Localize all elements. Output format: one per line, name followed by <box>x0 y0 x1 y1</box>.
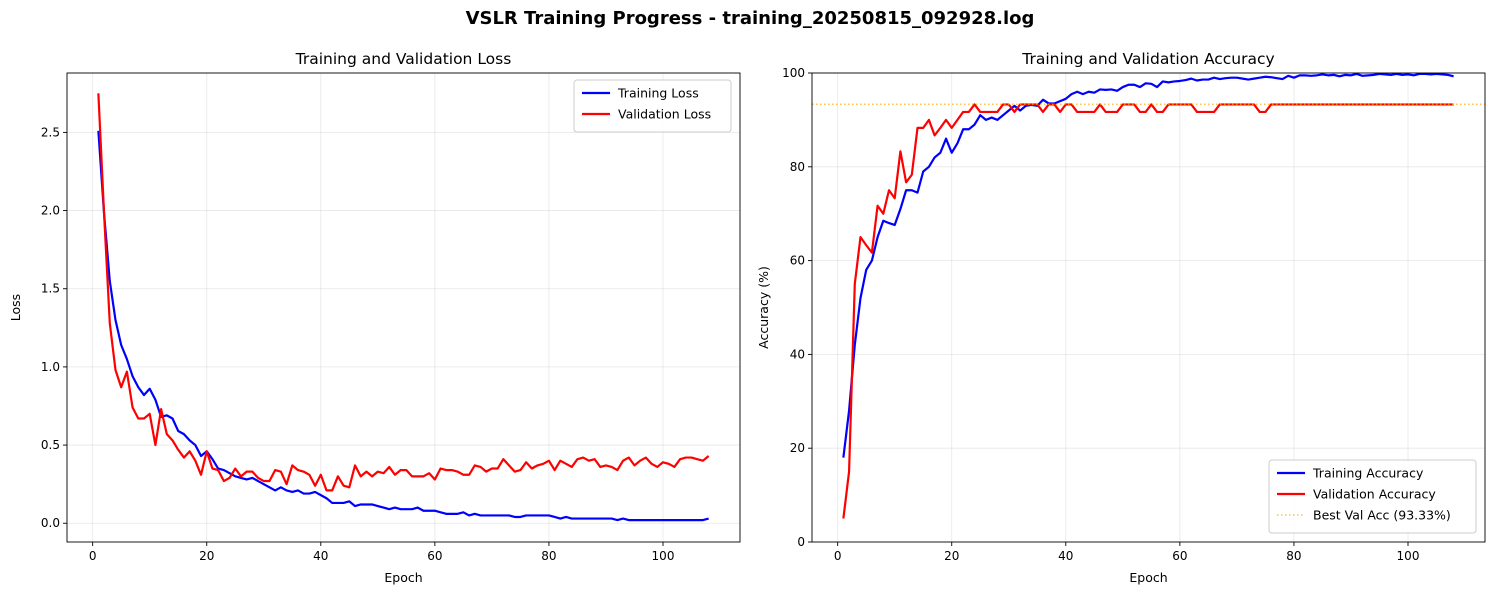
loss-ytick-label: 2.5 <box>41 125 60 139</box>
acc-xtick-label: 40 <box>1058 549 1073 563</box>
acc-legend-box <box>1268 459 1477 534</box>
loss-plot-frame <box>66 72 741 543</box>
acc-legend-label-0: Training Accuracy <box>1312 466 1424 481</box>
acc-ytick-label: 60 <box>790 254 805 268</box>
acc-xtick-label: 0 <box>834 549 842 563</box>
loss-title: Training and Validation Loss <box>295 50 512 68</box>
loss-legend-box <box>573 79 732 133</box>
acc-ytick-label: 80 <box>790 160 805 174</box>
acc-ytick-label: 0 <box>797 535 805 549</box>
loss-xtick-label: 0 <box>89 549 97 563</box>
acc-series-1-line <box>842 103 1454 519</box>
acc-ytick-label: 100 <box>782 66 805 80</box>
acc-ytick-label: 40 <box>790 347 805 361</box>
loss-ytick-label: 2.0 <box>41 204 60 218</box>
loss-xtick-label: 40 <box>313 549 328 563</box>
acc-legend-label-1: Validation Accuracy <box>1313 487 1436 502</box>
acc-xtick-label: 20 <box>944 549 959 563</box>
loss-ylabel: Loss <box>8 294 23 321</box>
acc-ytick-label: 20 <box>790 441 805 455</box>
loss-xtick-label: 20 <box>199 549 214 563</box>
acc-plot-frame <box>811 72 1486 543</box>
acc-xtick-label: 100 <box>1397 549 1420 563</box>
loss-xtick-label: 60 <box>427 549 442 563</box>
loss-xtick-label: 100 <box>652 549 675 563</box>
loss-legend-label-1: Validation Loss <box>618 107 711 122</box>
loss-ytick-label: 0.0 <box>41 516 60 530</box>
acc-title: Training and Validation Accuracy <box>1021 50 1274 68</box>
loss-xlabel: Epoch <box>384 570 422 585</box>
loss-xtick-label: 80 <box>541 549 556 563</box>
loss-ytick-label: 1.5 <box>41 282 60 296</box>
acc-xtick-label: 80 <box>1286 549 1301 563</box>
acc-ylabel: Accuracy (%) <box>756 266 771 349</box>
loss-series-0-line <box>97 130 709 522</box>
loss-ytick-label: 1.0 <box>41 360 60 374</box>
acc-xlabel: Epoch <box>1129 570 1167 585</box>
acc-legend-label-2: Best Val Acc (93.33%) <box>1313 508 1451 523</box>
acc-xtick-label: 60 <box>1172 549 1187 563</box>
acc-series-0-line <box>842 73 1454 458</box>
loss-legend-label-0: Training Loss <box>617 86 699 101</box>
figure-title: VSLR Training Progress - training_202508… <box>465 8 1035 29</box>
loss-series-1-line <box>97 93 710 492</box>
loss-ytick-label: 0.5 <box>41 438 60 452</box>
